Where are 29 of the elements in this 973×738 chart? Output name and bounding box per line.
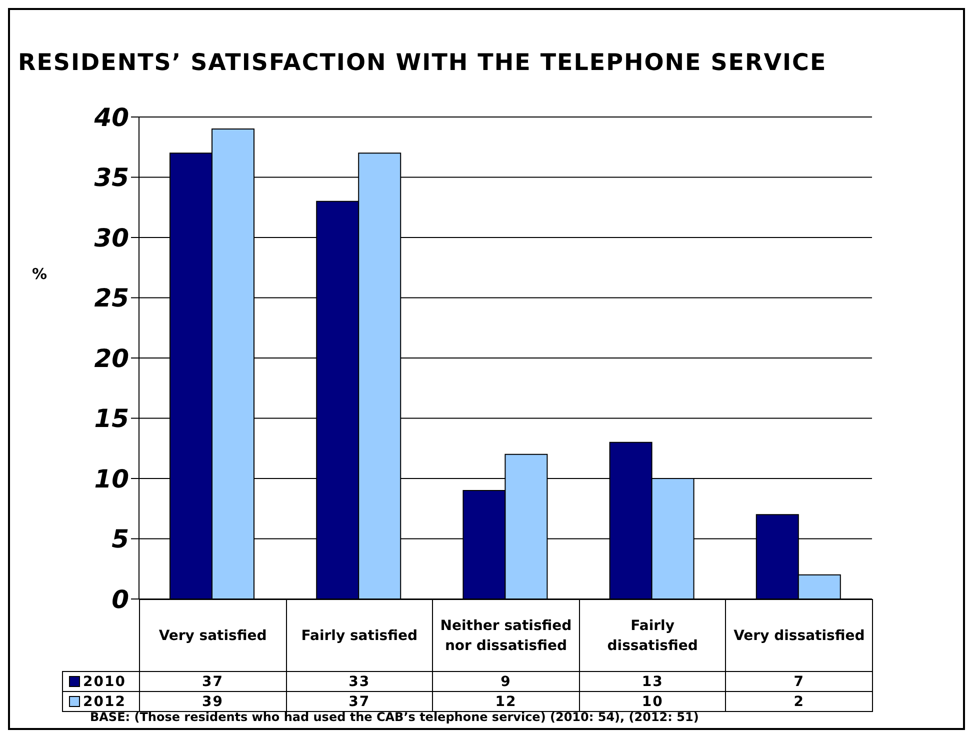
legend-label: 2010 <box>83 674 126 690</box>
x-tick-label: Fairly satisfied <box>301 628 418 644</box>
y-tick-label: 20 <box>94 344 129 373</box>
data-label: 13 <box>579 672 726 692</box>
y-axis-title: % <box>32 265 48 283</box>
x-tick-label: Very satisfied <box>158 628 267 644</box>
legend-label: 2012 <box>83 694 126 710</box>
data-label: 33 <box>286 672 433 692</box>
text: BASE: (Those residents who had used the CAB’s telephone service) (2010: 54), (2012: 51) <box>90 710 699 724</box>
y-tick-label: 0 <box>112 584 129 614</box>
x-tick-label: Very dissatisfied <box>734 628 865 644</box>
data-label: 37 <box>286 692 433 712</box>
data-label: 10 <box>579 692 726 712</box>
y-tick-label: 40 <box>93 102 129 132</box>
data-label: 39 <box>140 692 286 712</box>
x-tick-label: Neither satisfied nor dissatisfied <box>440 618 572 654</box>
data-label: 7 <box>726 672 872 692</box>
x-tick-label: Fairly dissatisfied <box>607 618 698 654</box>
y-tick-label: 25 <box>94 284 129 313</box>
data-label: 2 <box>726 692 872 712</box>
y-tick-label: 35 <box>94 163 129 192</box>
data-label: 12 <box>432 692 580 712</box>
data-label: 37 <box>140 672 286 692</box>
y-tick-label: 5 <box>112 524 129 554</box>
y-tick-label: 15 <box>94 404 129 434</box>
chart-title: RESIDENTS’ SATISFACTION WITH THE TELEPHONE SERVICE <box>18 50 827 76</box>
y-tick-label: 10 <box>94 464 129 494</box>
data-label: 9 <box>432 672 580 692</box>
y-tick-label: 30 <box>94 223 129 252</box>
